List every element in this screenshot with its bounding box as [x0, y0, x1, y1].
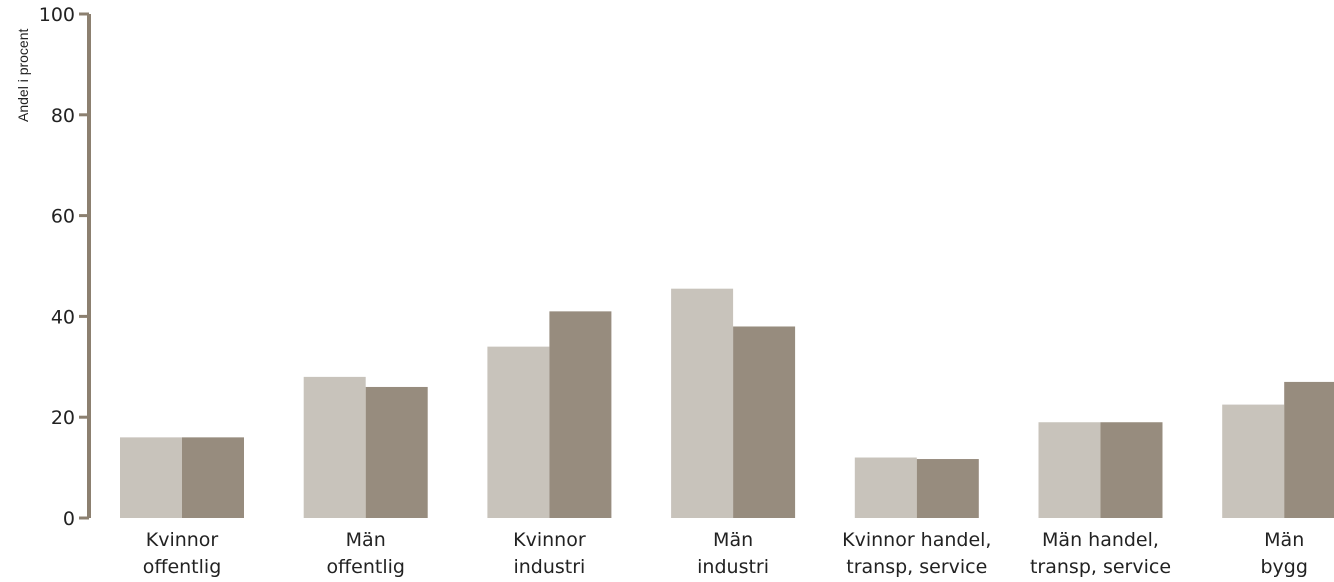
bar-series-2-cat-1 [182, 437, 244, 518]
category-labels: Kvinnor offentlig Män offentlig Kvinnor indus… [143, 529, 1308, 578]
category-label: Män [346, 529, 386, 551]
y-tick-label: 0 [63, 508, 75, 530]
bar-series-1-cat-7 [1222, 404, 1285, 518]
bar-series-1-cat-5 [854, 457, 917, 518]
bar-series-1-cat-3 [487, 346, 550, 518]
category-label: Män [713, 529, 753, 551]
category-label: Män [1264, 529, 1304, 551]
y-tick-label: 80 [51, 105, 75, 127]
bar-series-2-cat-7 [1284, 381, 1334, 518]
bar-series-1-cat-4 [671, 288, 734, 518]
bar-series-2-cat-3 [549, 311, 612, 518]
bar-series-2-cat-2 [365, 386, 428, 518]
y-tick-label: 100 [39, 4, 75, 26]
bar-series-1-cat-1 [120, 437, 182, 518]
category-label: industri [513, 556, 585, 578]
bar-series-2-cat-6 [1100, 422, 1163, 518]
bar-series-2-cat-4 [733, 326, 796, 518]
category-label: Kvinnor [513, 529, 586, 551]
bar-series-1-cat-6 [1038, 422, 1101, 518]
category-label: bygg [1260, 556, 1307, 578]
category-label: transp, service [1030, 556, 1171, 578]
category-label: transp, service [846, 556, 987, 578]
bars [120, 288, 1334, 518]
category-label: Kvinnor handel, [842, 529, 991, 551]
y-axis: 0 20 40 60 80 100 [39, 4, 91, 530]
y-tick-label: 40 [51, 306, 75, 328]
y-tick-label: 20 [51, 407, 75, 429]
category-label: Män handel, [1042, 529, 1159, 551]
bar-series-2-cat-5 [916, 459, 979, 518]
category-label: offentlig [143, 556, 222, 578]
category-label: offentlig [326, 556, 405, 578]
y-tick-label: 60 [51, 206, 75, 228]
bar-series-1-cat-2 [303, 376, 366, 518]
category-label: Kvinnor [146, 529, 219, 551]
category-label: industri [697, 556, 769, 578]
y-axis-label: Andel i procent [15, 28, 31, 122]
